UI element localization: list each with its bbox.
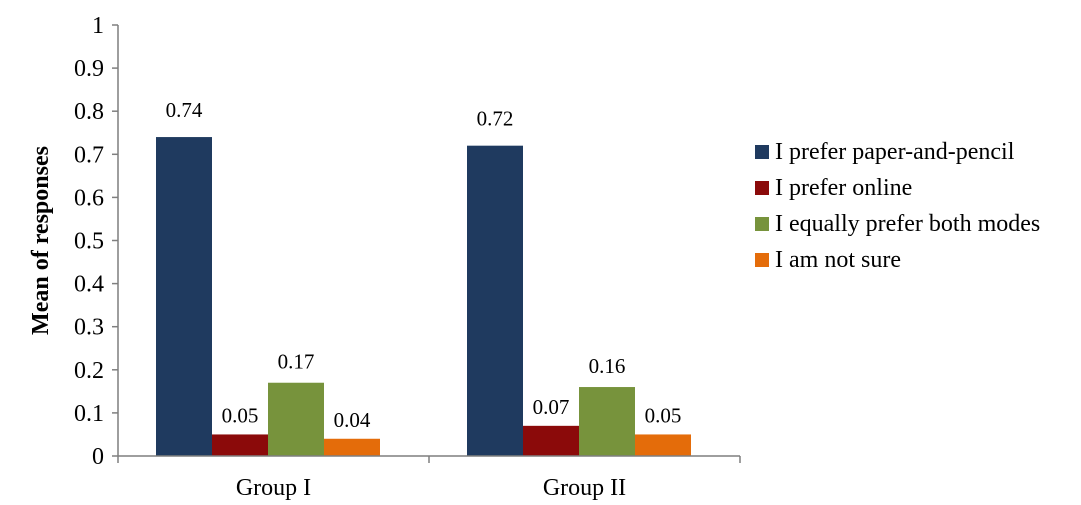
- legend-swatch: [755, 253, 769, 267]
- x-category-label: Group I: [236, 475, 311, 501]
- bar-data-label: 0.17: [278, 350, 315, 374]
- y-tick-label: 0.6: [74, 185, 104, 211]
- y-tick-label: 0.7: [74, 142, 104, 168]
- bar: [635, 434, 691, 456]
- bar-data-label: 0.72: [477, 107, 514, 131]
- bar: [579, 387, 635, 456]
- legend-swatch: [755, 145, 769, 159]
- y-tick-label: 1: [92, 13, 104, 39]
- legend-swatch: [755, 217, 769, 231]
- bar-data-label: 0.04: [334, 408, 371, 432]
- y-axis-ticks: 0 0.1 0.2 0.3 0.4 0.5 0.6 0.7 0.8 0.9 1: [74, 13, 118, 470]
- x-category-label: Group II: [543, 475, 626, 501]
- legend-label: I am not sure: [775, 247, 901, 273]
- bar-data-label: 0.07: [533, 395, 570, 419]
- bar-data-label: 0.74: [166, 98, 203, 122]
- y-tick-label: 0.8: [74, 99, 104, 125]
- bars: [156, 137, 691, 456]
- y-tick-label: 0.9: [74, 56, 104, 82]
- legend: I prefer paper-and-pencil I prefer online…: [755, 139, 1040, 273]
- legend-label: I prefer paper-and-pencil: [775, 139, 1015, 165]
- bar: [212, 434, 268, 456]
- bar-data-label: 0.16: [589, 354, 626, 378]
- y-tick-label: 0.5: [74, 229, 104, 255]
- bar: [268, 382, 324, 456]
- y-tick-label: 0.2: [74, 358, 104, 384]
- bar: [324, 438, 380, 456]
- y-tick-label: 0.4: [74, 272, 104, 298]
- bar: [156, 137, 212, 456]
- legend-swatch: [755, 181, 769, 195]
- y-tick-label: 0.3: [74, 315, 104, 341]
- bar-data-label: 0.05: [645, 403, 682, 427]
- y-axis-title: Mean of responses: [28, 146, 54, 335]
- y-tick-label: 0: [92, 444, 104, 470]
- bar: [523, 425, 579, 456]
- legend-label: I prefer online: [775, 175, 912, 201]
- y-tick-label: 0.1: [74, 401, 104, 427]
- x-axis-ticks: Group I Group II: [117, 456, 741, 501]
- data-labels: 0.74 0.72 0.05 0.07 0.17 0.16 0.04 0.05: [166, 98, 682, 432]
- bar-data-label: 0.05: [222, 403, 259, 427]
- bar: [467, 145, 523, 456]
- legend-label: I equally prefer both modes: [775, 211, 1040, 237]
